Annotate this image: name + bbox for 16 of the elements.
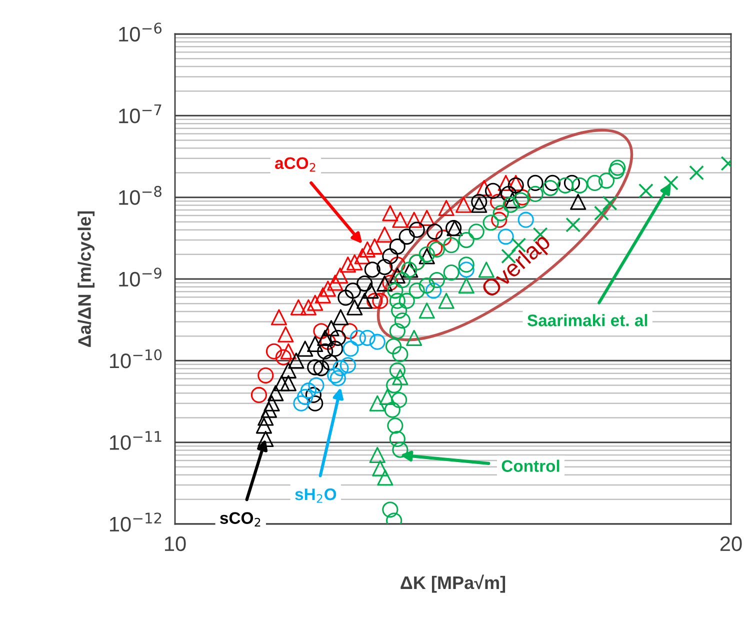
y-axis-title: Δa/ΔN [m/cycle]	[78, 211, 95, 347]
x-tick-label: 10	[165, 536, 186, 552]
y-tick-label: 10$^{−12}$	[110, 512, 162, 532]
y-tick-label: 10$^{−7}$	[119, 104, 162, 124]
annotation: Control	[502, 460, 560, 472]
x-tick-label: 20	[720, 536, 742, 552]
y-tick-label: 10$^{−8}$	[119, 186, 162, 205]
annotation: sCO$_{2}$	[220, 512, 260, 527]
y-tick-label: 10$^{−6}$	[119, 22, 162, 42]
y-tick-label: 10$^{−11}$	[110, 431, 162, 450]
y-tick-label: 10$^{−9}$	[119, 268, 162, 287]
x-axis-title: ΔK [MPa√m]	[400, 574, 506, 593]
annotation: sH$_{2}$O	[295, 488, 336, 503]
annotation: Saarimaki et. al	[527, 314, 648, 326]
annotation: aCO$_{2}$	[275, 157, 316, 172]
y-tick-label: 10$^{−10}$	[110, 349, 162, 368]
